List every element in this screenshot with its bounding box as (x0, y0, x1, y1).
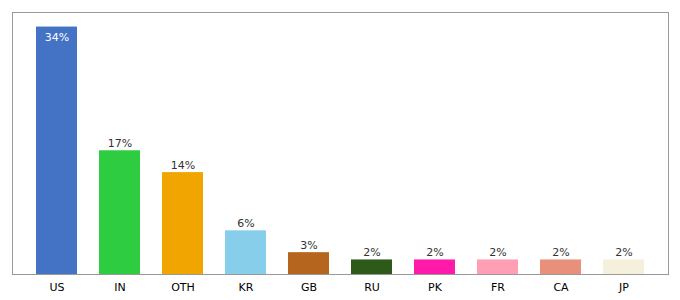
svg-text:17%: 17% (108, 137, 132, 150)
svg-text:2%: 2% (552, 246, 569, 259)
svg-text:2%: 2% (489, 246, 506, 259)
svg-text:PK: PK (428, 281, 443, 294)
svg-text:RU: RU (364, 281, 380, 294)
svg-text:2%: 2% (615, 246, 632, 259)
svg-text:FR: FR (491, 281, 505, 294)
svg-text:14%: 14% (171, 159, 195, 172)
svg-text:OTH: OTH (171, 281, 195, 294)
svg-text:GB: GB (301, 281, 317, 294)
svg-text:JP: JP (618, 281, 629, 294)
svg-text:2%: 2% (426, 246, 443, 259)
svg-text:CA: CA (553, 281, 569, 294)
svg-text:34%: 34% (45, 31, 69, 44)
svg-text:3%: 3% (300, 239, 317, 252)
svg-text:2%: 2% (363, 246, 380, 259)
svg-text:IN: IN (114, 281, 125, 294)
svg-text:US: US (49, 281, 64, 294)
svg-text:KR: KR (239, 281, 254, 294)
svg-text:6%: 6% (237, 217, 254, 230)
